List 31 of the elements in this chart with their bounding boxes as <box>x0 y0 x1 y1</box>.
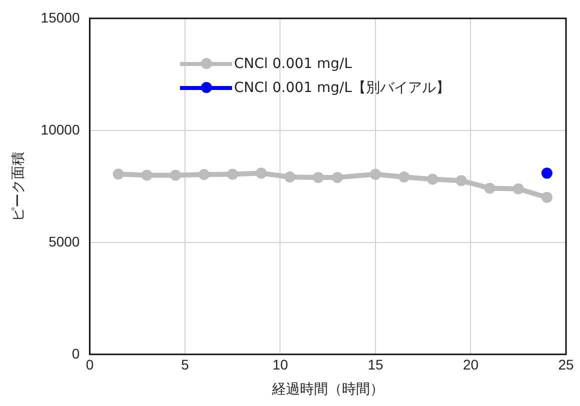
point <box>541 192 552 203</box>
point <box>256 168 267 179</box>
point <box>141 170 152 181</box>
x-tick-label: 10 <box>272 356 288 373</box>
x-tick-label: 15 <box>368 356 384 373</box>
point <box>512 183 524 194</box>
point <box>112 168 124 180</box>
legend-label: CNCl 0.001 mg/L <box>234 56 352 72</box>
point <box>227 168 238 180</box>
x-tick-label: 20 <box>462 356 479 373</box>
point <box>170 170 181 181</box>
x-tick-label: 0 <box>86 356 94 373</box>
point <box>427 174 438 185</box>
point <box>541 168 552 179</box>
x-axis-title: 経過時間（時間） <box>270 380 384 396</box>
x-tick-label: 5 <box>181 356 190 373</box>
y-axis-title: ピーク面積 <box>9 151 26 222</box>
point <box>456 175 467 186</box>
point <box>332 172 343 183</box>
x-tick-label: 25 <box>558 356 574 373</box>
point <box>312 172 324 183</box>
point <box>284 171 296 182</box>
y-tick-label: 10000 <box>40 121 80 138</box>
point <box>398 171 410 182</box>
point <box>484 182 496 194</box>
point <box>198 169 210 180</box>
point <box>370 168 381 180</box>
legend-label: CNCl 0.001 mg/L【別バイアル】 <box>234 79 450 97</box>
y-tick-label: 5000 <box>48 233 80 250</box>
y-tick-label: 15000 <box>40 9 80 26</box>
y-tick-label: 0 <box>72 345 80 362</box>
